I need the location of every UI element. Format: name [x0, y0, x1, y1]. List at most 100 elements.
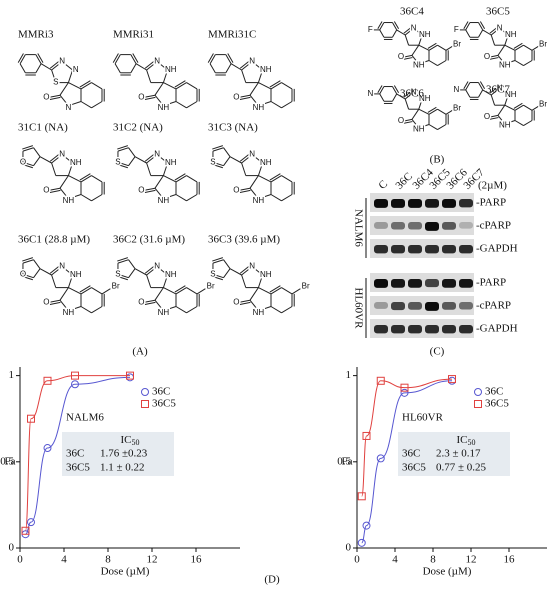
bond	[22, 259, 34, 264]
atom-label: N	[249, 150, 255, 159]
data-point	[448, 375, 456, 384]
ic50-cell: 1.76 ±0.23	[100, 448, 148, 460]
bond	[175, 287, 187, 295]
data-point	[71, 380, 79, 389]
atom-label: N	[411, 23, 417, 32]
bond	[117, 145, 128, 150]
bond	[523, 44, 533, 51]
atom-label: NH	[505, 90, 517, 99]
atom-label: O	[484, 52, 490, 61]
bond	[130, 63, 137, 74]
bond	[154, 287, 164, 301]
bond	[212, 145, 223, 150]
bond	[51, 162, 57, 176]
ic50-table-bg	[62, 432, 174, 476]
bond	[504, 44, 516, 51]
band	[459, 199, 473, 208]
bond	[258, 101, 272, 107]
data-point	[376, 376, 385, 385]
bond	[514, 120, 524, 127]
atom-label: NH	[165, 158, 177, 167]
bond	[379, 22, 385, 31]
bond	[212, 257, 223, 262]
data-point	[362, 521, 371, 530]
ic50-cell: 0.77 ± 0.25	[436, 462, 487, 474]
bond	[225, 54, 232, 64]
atom-label: NH	[253, 196, 265, 205]
band	[374, 325, 388, 334]
bond	[68, 175, 82, 183]
compound-name: 36C1 (28.8 µM)	[18, 234, 90, 246]
bond	[79, 80, 91, 88]
ic50-header-sub: 50	[132, 438, 140, 447]
bond	[478, 82, 484, 91]
bond	[212, 161, 224, 167]
atom-label: N	[154, 57, 160, 66]
bond	[49, 94, 61, 98]
bond	[489, 114, 499, 118]
bond	[411, 119, 420, 129]
atom-label: Br	[207, 282, 215, 291]
bond	[379, 29, 385, 38]
atom-label: Br	[539, 39, 547, 48]
band	[459, 245, 473, 254]
compound-name: 36C3 (39.6 µM)	[208, 234, 280, 246]
bond	[163, 194, 177, 200]
bond	[79, 285, 91, 293]
bond	[257, 274, 264, 288]
bond	[22, 275, 33, 281]
bond	[239, 299, 251, 303]
band	[408, 222, 422, 230]
ic50-cell: 36C	[66, 448, 84, 460]
data-point	[400, 388, 409, 397]
band	[425, 199, 439, 208]
bond	[186, 306, 198, 314]
bond	[490, 87, 501, 96]
ic50-header-main: IC	[457, 434, 468, 446]
atom-label: N	[367, 89, 373, 98]
bond	[257, 162, 264, 176]
bond	[144, 187, 156, 191]
bond	[128, 268, 136, 278]
panel-label: (A)	[132, 346, 148, 358]
bond	[212, 259, 224, 264]
atom-label: Br	[112, 282, 120, 291]
bond	[223, 147, 231, 157]
band	[374, 222, 388, 229]
atom-label: NH	[499, 61, 511, 70]
atom-label: NH	[260, 270, 272, 279]
bond	[163, 175, 177, 183]
bond	[146, 154, 158, 164]
bond	[59, 187, 69, 200]
bond	[270, 82, 282, 90]
bond	[144, 264, 157, 274]
bond	[156, 61, 168, 71]
bond	[258, 306, 272, 312]
bond	[241, 154, 253, 164]
bond	[162, 274, 169, 288]
bond	[196, 288, 206, 295]
ic50-cell: 36C5	[66, 462, 90, 474]
atom-label: O	[43, 92, 49, 101]
bond	[40, 63, 52, 71]
bond	[35, 54, 42, 64]
bond	[514, 104, 524, 111]
bond	[17, 53, 24, 63]
bond	[128, 156, 136, 166]
bond	[504, 34, 509, 46]
bond	[249, 287, 259, 301]
atom-label: O	[20, 269, 26, 278]
atom-label: Br	[302, 282, 310, 291]
atom-label: O	[484, 112, 490, 121]
atom-label: N	[497, 23, 503, 32]
legend-label: 36C	[485, 386, 503, 398]
atom-label: NH	[253, 308, 265, 317]
legend-marker	[474, 388, 482, 396]
bond	[134, 156, 147, 164]
bond	[49, 299, 61, 303]
bond	[428, 60, 438, 67]
y-axis-label: Fa	[342, 456, 353, 468]
band	[425, 325, 439, 334]
atom-label: NH	[419, 30, 431, 39]
bond	[80, 306, 92, 314]
